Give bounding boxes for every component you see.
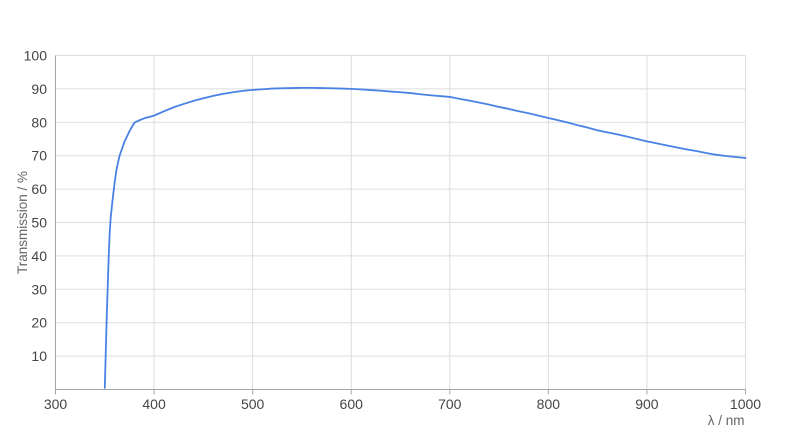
x-tick-label: 1000 <box>730 396 761 412</box>
x-tick-label: 300 <box>44 396 68 412</box>
y-tick-label: 20 <box>31 315 47 331</box>
x-tick-labels: 300 400 500 600 700 800 900 1000 <box>44 396 761 412</box>
y-tick-label: 90 <box>31 81 47 97</box>
y-tick-label: 50 <box>31 215 47 231</box>
x-tick-label: 700 <box>438 396 462 412</box>
y-tick-label: 100 <box>24 48 48 64</box>
y-tick-label: 40 <box>31 248 47 264</box>
y-tick-label: 70 <box>31 148 47 164</box>
y-gridlines <box>55 55 746 357</box>
x-tick-label: 800 <box>537 396 561 412</box>
x-tick-label: 900 <box>635 396 659 412</box>
y-tick-label: 80 <box>31 114 47 130</box>
x-tick-label: 400 <box>142 396 166 412</box>
y-tick-label: 10 <box>31 348 47 364</box>
x-tick-marks <box>55 389 746 395</box>
x-tick-label: 600 <box>340 396 364 412</box>
x-tick-label: 500 <box>241 396 265 412</box>
y-tick-label: 60 <box>31 181 47 197</box>
y-tick-labels: 10 20 30 40 50 60 70 80 90 100 <box>24 48 48 365</box>
transmission-curve <box>103 87 747 389</box>
y-axis-title: Transmission / % <box>15 171 30 274</box>
x-gridlines <box>153 55 746 390</box>
y-tick-label: 30 <box>31 281 47 297</box>
x-axis-title: λ / nm <box>708 413 745 428</box>
